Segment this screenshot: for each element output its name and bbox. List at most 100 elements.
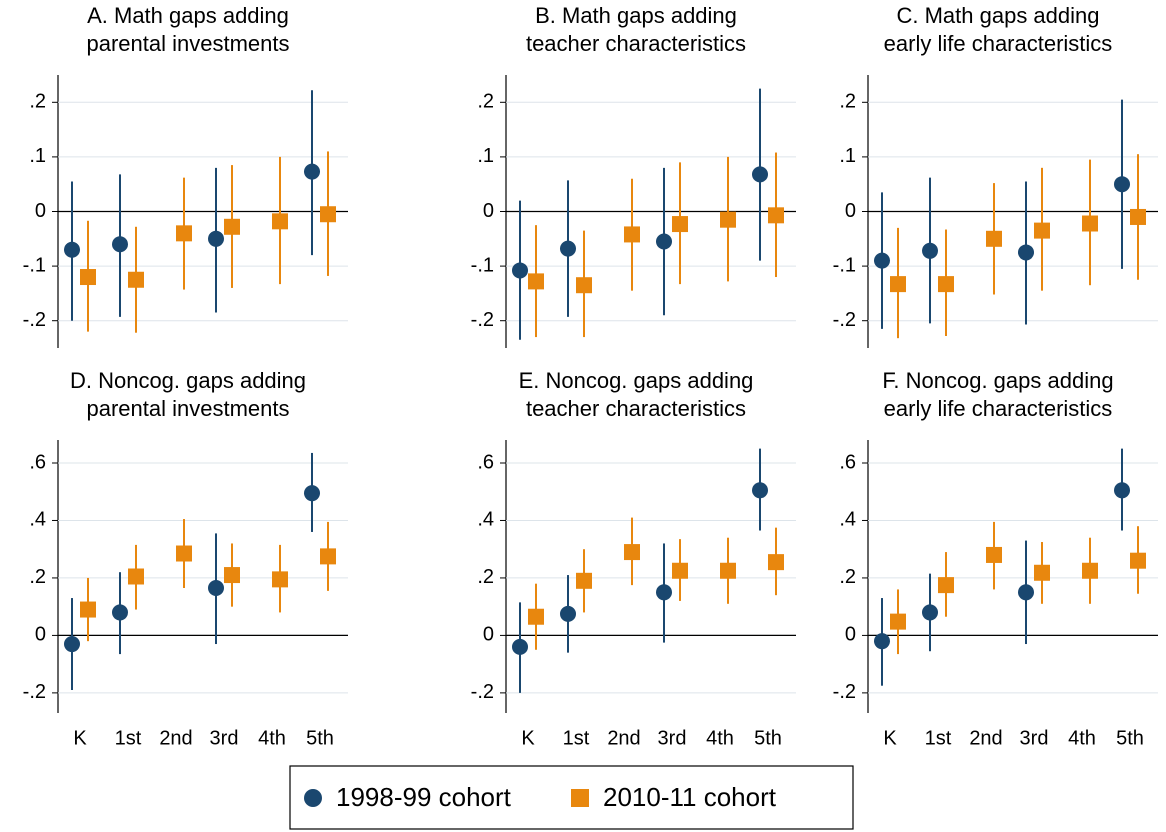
y-tick-label: -.2 [23, 681, 46, 703]
point [512, 262, 528, 279]
point [1130, 552, 1146, 569]
x-tick-label: 2nd [969, 727, 1002, 749]
chart-title: parental investments [87, 396, 290, 421]
x-tick-label: 4th [706, 727, 734, 749]
chart-title: early life characteristics [884, 396, 1113, 421]
point [672, 562, 688, 579]
point [576, 572, 592, 589]
y-tick-label: 0 [483, 624, 494, 646]
point [128, 568, 144, 585]
x-tick-label: K [883, 727, 897, 749]
y-tick-label: .1 [29, 145, 46, 167]
point [1130, 208, 1146, 225]
x-tick-label: K [73, 727, 87, 749]
y-tick-label: .2 [477, 91, 494, 113]
point [938, 577, 954, 594]
point [922, 242, 938, 259]
y-tick-label: .2 [839, 566, 856, 588]
point [304, 485, 320, 502]
legend-label: 1998-99 cohort [336, 782, 512, 812]
point [560, 240, 576, 257]
chart-title: A. Math gaps adding [87, 3, 289, 28]
point [272, 213, 288, 230]
legend-label: 2010-11 cohort [603, 782, 777, 812]
y-tick-label: .4 [477, 509, 494, 531]
point [938, 276, 954, 293]
point [874, 252, 890, 269]
y-tick-label: 0 [845, 624, 856, 646]
point [890, 276, 906, 293]
y-tick-label: .4 [29, 509, 46, 531]
x-tick-label: 2nd [159, 727, 192, 749]
y-tick-label: .1 [839, 145, 856, 167]
y-tick-label: -.2 [833, 309, 856, 331]
chart-title: teacher characteristics [526, 31, 746, 56]
y-tick-label: 0 [845, 200, 856, 222]
y-tick-label: -.2 [833, 681, 856, 703]
y-tick-label: -.1 [471, 254, 494, 276]
point [576, 277, 592, 294]
point [1034, 222, 1050, 239]
point [1082, 562, 1098, 579]
point [624, 226, 640, 243]
point [624, 544, 640, 561]
x-tick-label: 4th [258, 727, 286, 749]
x-tick-label: 3rd [1020, 727, 1049, 749]
point [528, 273, 544, 290]
y-tick-label: .4 [839, 509, 856, 531]
point [752, 166, 768, 183]
point [986, 546, 1002, 563]
point [208, 230, 224, 247]
y-tick-label: -.2 [23, 309, 46, 331]
x-tick-label: 1st [563, 727, 590, 749]
x-tick-label: 4th [1068, 727, 1096, 749]
point [80, 601, 96, 618]
chart-title: early life characteristics [884, 31, 1113, 56]
x-tick-label: 5th [754, 727, 782, 749]
point [720, 562, 736, 579]
y-tick-label: 0 [35, 624, 46, 646]
x-tick-label: 3rd [658, 727, 687, 749]
point [112, 236, 128, 253]
point [112, 604, 128, 621]
x-tick-label: 5th [306, 727, 334, 749]
point [320, 206, 336, 223]
point [64, 241, 80, 258]
y-tick-label: 0 [483, 200, 494, 222]
chart-title: D. Noncog. gaps adding [70, 368, 306, 393]
x-tick-label: 1st [925, 727, 952, 749]
legend-marker [304, 789, 322, 807]
point [1034, 564, 1050, 581]
y-tick-label: -.2 [471, 681, 494, 703]
x-tick-label: K [521, 727, 535, 749]
point [1114, 176, 1130, 193]
point [874, 633, 890, 650]
point [64, 636, 80, 653]
point [176, 545, 192, 562]
point [224, 218, 240, 235]
point [1082, 215, 1098, 232]
point [224, 567, 240, 584]
y-tick-label: .6 [29, 451, 46, 473]
y-tick-label: .2 [477, 566, 494, 588]
point [922, 604, 938, 621]
point [768, 207, 784, 224]
x-tick-label: 2nd [607, 727, 640, 749]
point [512, 638, 528, 655]
point [768, 554, 784, 571]
x-tick-label: 3rd [210, 727, 239, 749]
point [720, 211, 736, 228]
y-tick-label: .1 [477, 145, 494, 167]
legend-marker [571, 789, 589, 807]
point [656, 233, 672, 250]
point [80, 269, 96, 286]
point [176, 225, 192, 242]
point [208, 579, 224, 596]
point [272, 571, 288, 588]
point [986, 230, 1002, 247]
point [128, 271, 144, 288]
x-tick-label: 5th [1116, 727, 1144, 749]
y-tick-label: .6 [839, 451, 856, 473]
x-tick-label: 1st [115, 727, 142, 749]
point [752, 482, 768, 499]
